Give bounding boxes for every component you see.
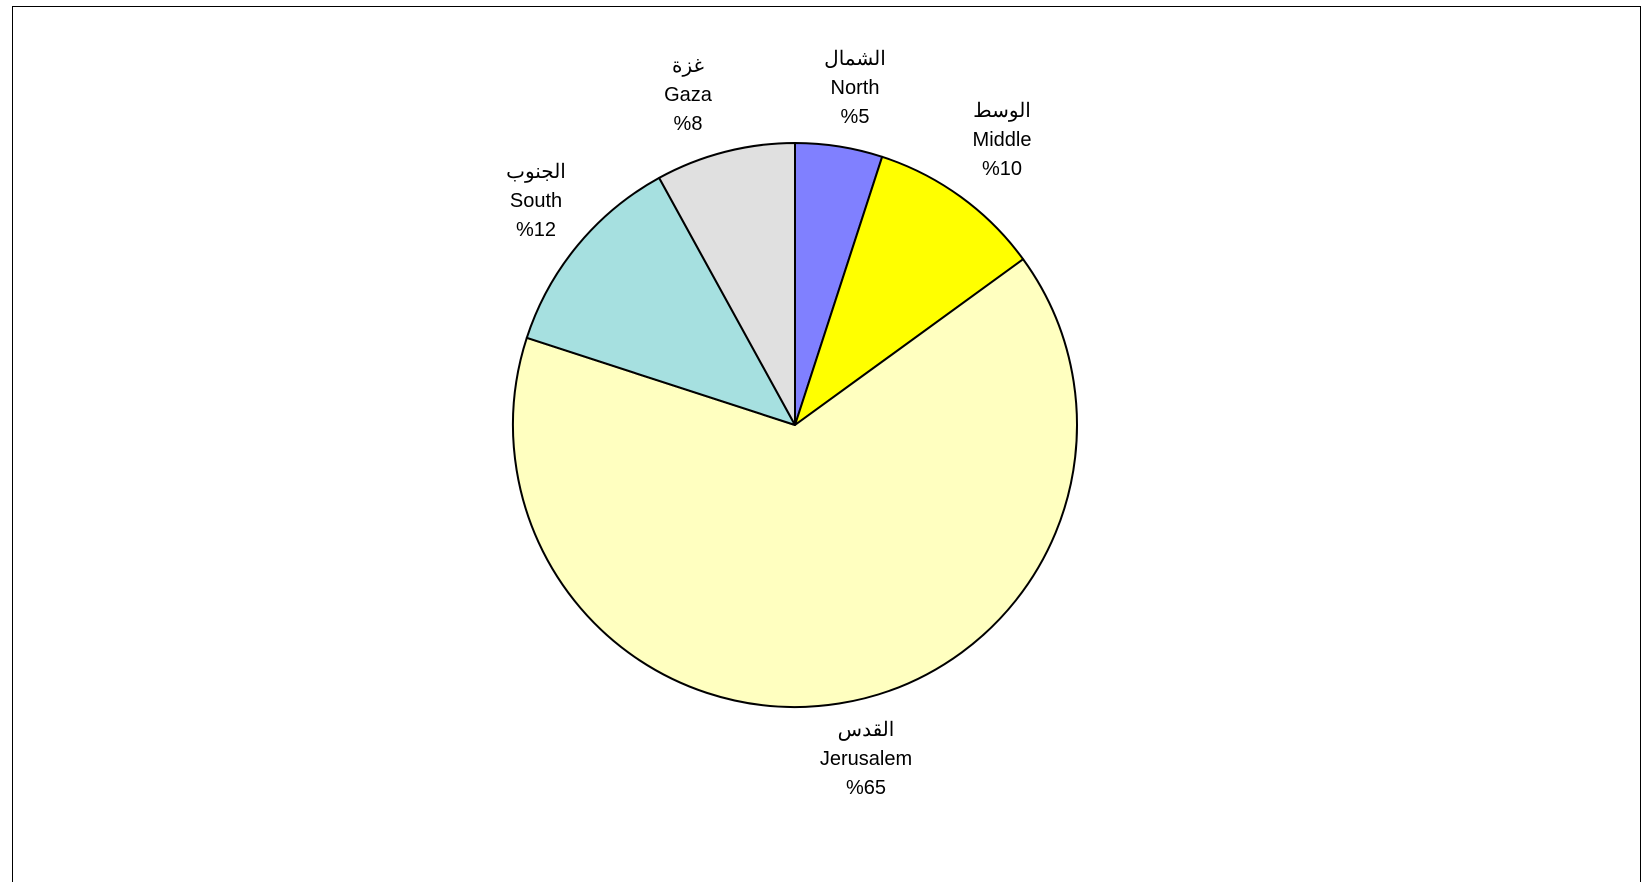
pie-slice-jerusalem [512, 258, 1078, 708]
slice-label-en-jerusalem: Jerusalem [820, 748, 912, 770]
slice-label-en-gaza: Gaza [664, 84, 713, 106]
pie-slice-gaza [658, 142, 796, 426]
slice-label-ar-middle: الوسط [973, 100, 1031, 122]
slice-label-ar-gaza: غزة [672, 55, 704, 77]
slice-percent-label-north: %5 [841, 106, 870, 128]
pie-slice-middle [794, 155, 1025, 426]
slice-percent-label-middle: %10 [982, 158, 1022, 180]
slice-label-en-middle: Middle [973, 129, 1032, 151]
slice-percent-label-south: %12 [516, 219, 556, 241]
slice-percent-label-gaza: %8 [674, 113, 703, 135]
slice-label-en-south: South [510, 190, 562, 212]
pie-slice-south [525, 176, 796, 426]
slice-label-ar-north: الشمال [824, 48, 886, 70]
slice-label-ar-south: الجنوب [506, 161, 566, 183]
slice-label-en-north: North [831, 77, 880, 99]
slice-label-ar-jerusalem: القدس [838, 719, 895, 741]
slice-percent-label-jerusalem: %65 [846, 777, 886, 799]
